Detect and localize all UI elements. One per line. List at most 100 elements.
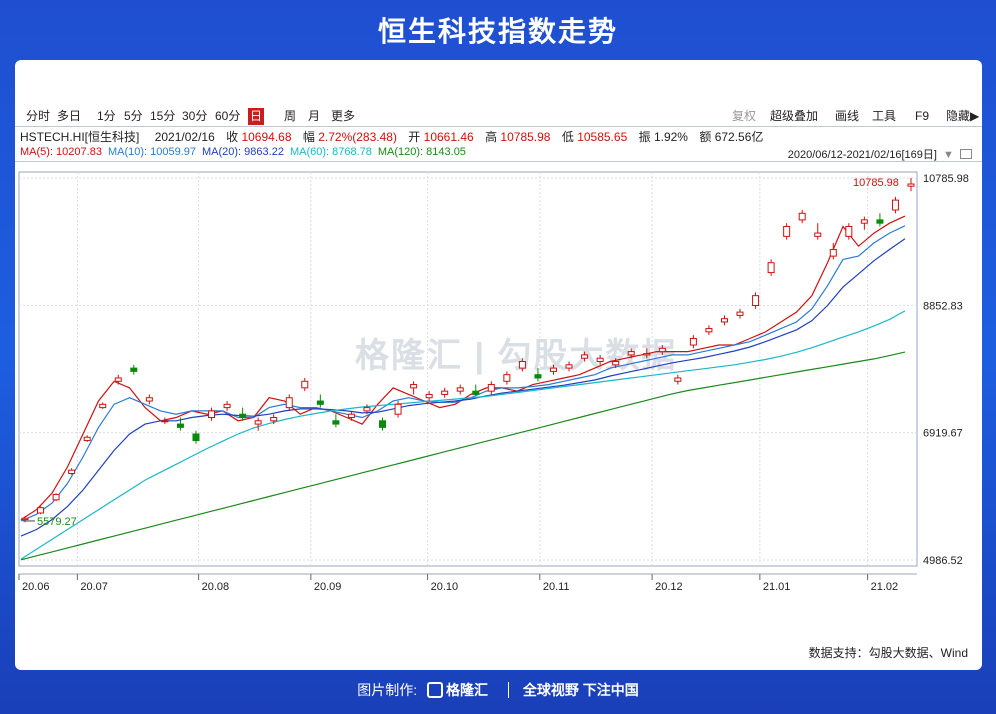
ma-legend-item-0: MA(5): 10207.83 <box>20 146 102 158</box>
candle-body <box>21 517 29 521</box>
timeframe-8[interactable]: 周 <box>284 109 297 123</box>
tool-4[interactable]: F9 <box>915 109 930 123</box>
candle-body <box>83 436 91 442</box>
candle-body <box>223 403 231 409</box>
candle-body <box>860 219 868 224</box>
candle-body <box>891 199 899 211</box>
close-value: 10694.68 <box>241 130 292 144</box>
x-tick-label: 20.12 <box>655 581 683 593</box>
x-tick-label: 20.07 <box>80 581 108 593</box>
tool-1[interactable]: 超级叠加 <box>770 109 819 123</box>
x-tick-label: 20.09 <box>314 581 342 593</box>
footer-brand: 格隆汇 <box>427 680 488 700</box>
candle-body <box>114 377 122 382</box>
ma-legend: MA(5): 10207.83 MA(10): 10059.97 MA(20): 9… <box>20 146 975 160</box>
toolbar-divider <box>15 126 982 127</box>
candle-body <box>767 262 775 274</box>
tool-5[interactable]: 隐藏 <box>946 109 971 123</box>
candle-body <box>518 361 526 369</box>
ma-line-4 <box>20 351 906 561</box>
candle-body <box>549 367 557 372</box>
swing-label: 振 <box>638 130 651 144</box>
candle-body <box>285 397 293 409</box>
tool-3[interactable]: 工具 <box>872 109 897 123</box>
timeframe-9[interactable]: 月 <box>308 109 321 123</box>
ma-legend-item-4: MA(120): 8143.05 <box>377 146 466 158</box>
candle-body <box>907 183 915 187</box>
low-annotation: 5579.27 <box>37 516 77 528</box>
data-credit: 数据支持：勾股大数据、Wind <box>808 646 968 660</box>
candle-body <box>472 390 480 395</box>
ma-line-0 <box>20 215 906 521</box>
timeframe-0[interactable]: 分时 <box>26 109 51 123</box>
x-tick-label: 20.11 <box>543 581 570 593</box>
candle-body <box>254 420 262 425</box>
timeframe-6[interactable]: 60分 <box>215 109 241 123</box>
legend-divider <box>15 161 982 162</box>
date-range-text: 2020/06/12-2021/02/16[169日] <box>787 149 937 161</box>
candle-body <box>130 367 138 372</box>
candle-body <box>301 380 309 389</box>
timeframe-3[interactable]: 5分 <box>124 109 143 123</box>
timeframe-5[interactable]: 30分 <box>182 109 208 123</box>
candle-body <box>441 390 449 395</box>
amount-label: 额 <box>699 130 712 144</box>
timeframe-10[interactable]: 更多 <box>331 109 356 123</box>
candle-body <box>347 413 355 418</box>
candle-body <box>316 400 324 405</box>
quote-info-bar: HSTECH.HI[恒生科技] 2021/02/16 收 10694.68 幅 … <box>20 128 975 144</box>
candlestick-chart[interactable]: 10785.98 8852.83 6919.67 4986.52 20.06 20.07 2… <box>15 60 982 620</box>
candle-body <box>845 225 853 237</box>
candle-body <box>239 413 247 418</box>
footer: 图片制作: 格隆汇 全球视野 下注中国 <box>0 680 996 700</box>
candle-body <box>363 407 371 412</box>
footer-brand-text: 格隆汇 <box>446 682 489 698</box>
timeframe-4[interactable]: 15分 <box>150 109 176 123</box>
tool-2[interactable]: 画线 <box>835 109 860 123</box>
low-value: 10585.65 <box>577 130 628 144</box>
footer-label: 图片制作: <box>357 682 418 698</box>
amp-value: 2.72%(283.48) <box>318 130 397 144</box>
timeframe-2[interactable]: 1分 <box>97 109 116 123</box>
candle-body <box>270 416 278 422</box>
timeframe-7[interactable]: 日 <box>248 108 265 125</box>
candle-body <box>658 347 666 353</box>
candle-body <box>612 361 620 366</box>
date-range[interactable]: 2020/06/12-2021/02/16[169日] ▼ <box>788 146 972 162</box>
high-label: 高 <box>485 130 498 144</box>
candle-body <box>425 393 433 399</box>
high-value: 10785.98 <box>500 130 551 144</box>
candle-body <box>581 354 589 359</box>
candle-body <box>876 219 884 224</box>
candle-body <box>752 295 760 307</box>
amp-label: 幅 <box>302 130 315 144</box>
settings-icon[interactable] <box>960 149 972 159</box>
candle-body <box>736 311 744 316</box>
candle-body <box>394 403 402 415</box>
y-tick-label: 10785.98 <box>923 173 969 185</box>
candle-body <box>145 397 153 402</box>
candle-body <box>534 374 542 379</box>
ma-legend-item-1: MA(10): 10059.97 <box>107 146 196 158</box>
timeframe-1[interactable]: 多日 <box>57 109 82 123</box>
candle-body <box>596 357 604 363</box>
toolbar: 分时 多日 1分 5分 15分 30分 60分日 周月更多 复权 超级叠加 画线 工具 F9 隐藏 ▶ <box>20 108 979 125</box>
candle-body <box>565 364 573 369</box>
y-tick-label: 4986.52 <box>923 555 963 567</box>
candle-body <box>627 351 635 356</box>
y-tick-label: 6919.67 <box>923 428 963 440</box>
close-label: 收 <box>226 130 239 144</box>
quote-date: 2021/02/16 <box>154 130 215 144</box>
candle-body <box>456 387 464 392</box>
candle-body <box>99 403 107 409</box>
y-tick-label: 8852.83 <box>923 300 963 312</box>
candle-body <box>829 249 837 257</box>
open-label: 开 <box>408 130 421 144</box>
candle-body <box>674 377 682 382</box>
candle-body <box>689 337 697 346</box>
chevron-right-icon[interactable]: ▶ <box>970 109 980 123</box>
tool-0[interactable]: 复权 <box>732 109 757 123</box>
x-tick-label: 20.10 <box>431 581 459 593</box>
candle-body <box>783 225 791 237</box>
chevron-down-icon[interactable]: ▼ <box>943 149 954 161</box>
